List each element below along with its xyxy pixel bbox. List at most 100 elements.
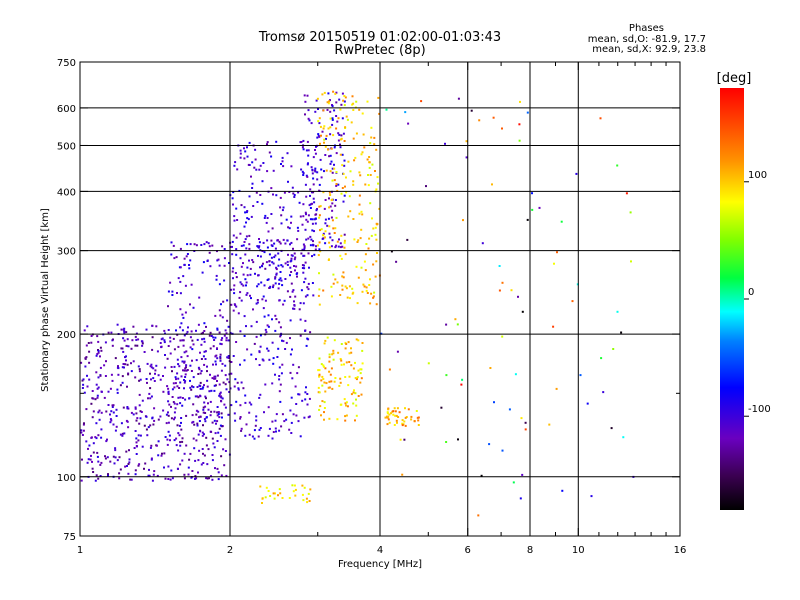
data-point bbox=[206, 463, 209, 466]
data-point bbox=[85, 408, 88, 411]
colorbar-tick-label: 0 bbox=[748, 287, 754, 298]
data-point bbox=[173, 411, 176, 414]
data-point bbox=[352, 180, 355, 183]
x-tick-label: 1 bbox=[77, 545, 83, 556]
data-point bbox=[268, 260, 271, 263]
data-point bbox=[289, 371, 292, 374]
data-point bbox=[320, 168, 323, 171]
data-point bbox=[304, 183, 307, 186]
data-point bbox=[204, 395, 207, 398]
data-point bbox=[137, 338, 140, 341]
data-point bbox=[491, 183, 493, 186]
data-point bbox=[344, 253, 347, 256]
data-point bbox=[127, 463, 130, 465]
data-point bbox=[203, 330, 206, 332]
data-point bbox=[111, 344, 114, 347]
data-point bbox=[289, 243, 291, 246]
data-point bbox=[177, 377, 180, 380]
data-point bbox=[243, 147, 245, 150]
data-point bbox=[258, 238, 260, 240]
y-tick-label: 500 bbox=[57, 141, 76, 152]
data-point bbox=[342, 276, 345, 279]
data-point bbox=[119, 468, 122, 471]
data-point bbox=[548, 423, 551, 426]
data-point bbox=[620, 331, 623, 334]
data-point bbox=[297, 366, 300, 369]
data-point bbox=[96, 396, 99, 399]
data-point bbox=[259, 164, 262, 167]
data-point bbox=[203, 340, 206, 343]
data-point bbox=[183, 351, 186, 354]
data-point bbox=[519, 100, 521, 103]
data-point bbox=[171, 388, 174, 391]
data-point bbox=[274, 373, 276, 376]
data-point bbox=[334, 204, 337, 207]
data-point bbox=[181, 404, 184, 407]
data-point bbox=[461, 378, 464, 381]
data-point bbox=[305, 497, 308, 500]
data-point bbox=[294, 488, 297, 491]
data-point bbox=[271, 437, 274, 440]
data-point bbox=[324, 242, 327, 245]
data-point bbox=[263, 315, 266, 318]
data-point bbox=[318, 241, 321, 244]
data-point bbox=[223, 264, 226, 267]
data-point bbox=[220, 412, 223, 415]
data-point bbox=[445, 441, 448, 443]
data-point bbox=[249, 273, 252, 276]
data-point bbox=[311, 202, 313, 205]
data-point bbox=[208, 251, 211, 254]
data-point bbox=[194, 395, 197, 398]
data-point bbox=[355, 378, 358, 381]
data-point bbox=[190, 283, 193, 286]
data-point bbox=[288, 191, 291, 193]
chart-subtitle: RwPretec (8p) bbox=[334, 43, 425, 58]
data-point bbox=[368, 156, 371, 158]
data-point bbox=[282, 206, 285, 209]
data-point bbox=[343, 233, 346, 236]
data-point bbox=[122, 406, 125, 409]
data-point bbox=[191, 339, 194, 342]
data-point bbox=[232, 277, 234, 280]
data-point bbox=[85, 344, 88, 347]
data-point bbox=[228, 373, 231, 376]
data-point bbox=[195, 244, 198, 247]
data-point bbox=[317, 254, 320, 257]
data-point bbox=[328, 246, 331, 249]
data-point bbox=[205, 444, 208, 447]
data-point bbox=[368, 284, 371, 286]
data-point bbox=[266, 347, 269, 350]
data-point bbox=[337, 132, 340, 135]
data-point bbox=[309, 207, 312, 209]
data-point bbox=[218, 416, 221, 419]
data-point bbox=[80, 431, 83, 434]
data-point bbox=[258, 241, 261, 244]
data-point bbox=[306, 140, 309, 143]
data-point bbox=[279, 333, 282, 336]
data-point bbox=[100, 436, 103, 439]
data-point bbox=[354, 377, 357, 379]
data-point bbox=[327, 127, 330, 130]
data-point bbox=[341, 153, 344, 156]
data-point bbox=[358, 108, 361, 111]
data-point bbox=[175, 329, 177, 332]
data-point bbox=[320, 176, 323, 179]
data-point bbox=[325, 169, 328, 172]
data-point bbox=[309, 194, 311, 197]
data-point bbox=[132, 413, 135, 416]
data-point bbox=[349, 297, 351, 300]
data-point bbox=[269, 285, 272, 288]
data-point bbox=[179, 463, 182, 466]
data-point bbox=[347, 341, 350, 344]
data-point bbox=[211, 437, 214, 440]
data-point bbox=[349, 210, 352, 213]
data-point bbox=[302, 203, 305, 206]
data-point bbox=[115, 425, 118, 428]
data-point bbox=[261, 180, 264, 183]
data-point bbox=[216, 328, 219, 331]
data-point bbox=[478, 119, 481, 122]
data-point bbox=[271, 420, 274, 423]
data-point bbox=[203, 454, 206, 457]
data-point bbox=[335, 152, 338, 155]
